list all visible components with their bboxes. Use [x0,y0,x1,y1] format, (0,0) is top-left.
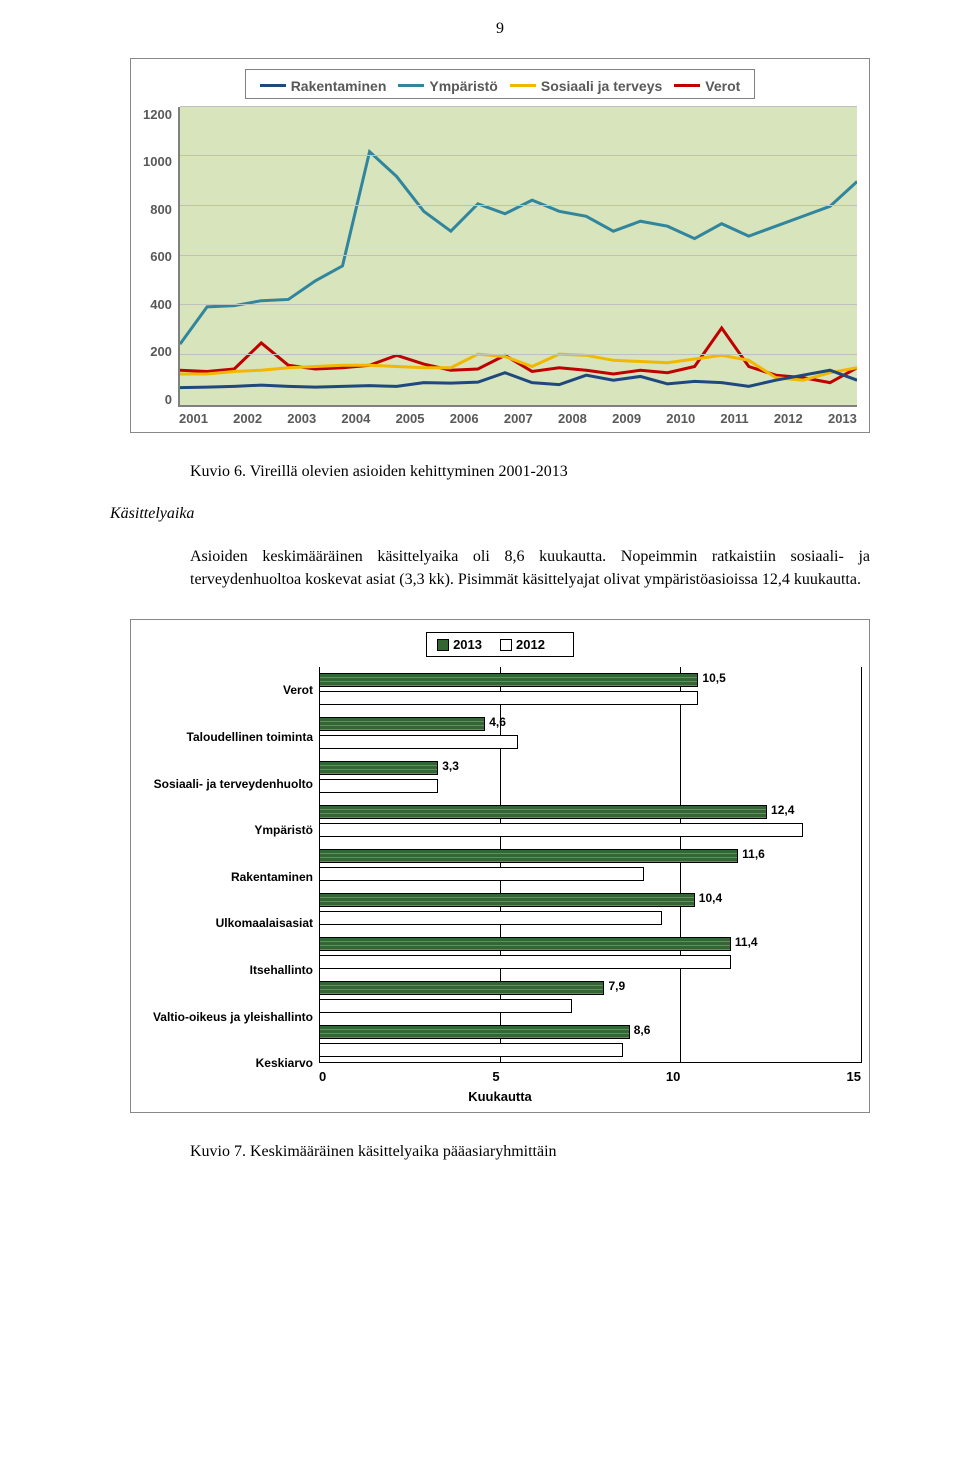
line-chart-legend: Rakentaminen Ympäristö Sosiaali ja terveys… [245,69,756,99]
caption-prefix: Kuvio 6. [190,463,246,480]
bar-value-label: 8,6 [634,1023,651,1037]
bar-chart-y-labels: Verot Taloudellinen toiminta Sosiaali- ja … [139,667,319,1087]
bar-category-label: Valtio-oikeus ja yleishallinto [153,1010,313,1024]
bar-chart: 20132012 Verot Taloudellinen toiminta Sosi… [130,619,870,1113]
bar-category-label: Taloudellinen toiminta [187,730,313,744]
section-heading: Käsittelyaika [110,505,870,523]
bar-category-label: Rakentaminen [231,870,313,884]
bar-category-label: Itsehallinto [250,963,313,977]
bar-value-label: 4,6 [489,715,506,729]
bar-value-label: 10,5 [702,671,725,685]
bar-chart-legend: 20132012 [426,632,574,657]
caption-text: Keskimääräinen käsittelyaika pääasiaryhm… [246,1143,557,1160]
line-chart: Rakentaminen Ympäristö Sosiaali ja terveys… [130,58,870,433]
line-chart-plot [178,107,857,407]
bar-category-label: Ympäristö [254,823,313,837]
legend-item: Ympäristö [398,78,497,94]
bar-chart-x-title: Kuukautta [139,1087,861,1110]
bar-chart-plot: 05101510,54,63,312,411,610,411,47,98,6 [319,667,861,1087]
page-number: 9 [130,20,870,38]
legend-item: Verot [674,78,740,94]
figure-7-caption: Kuvio 7. Keskimääräinen käsittelyaika pä… [190,1143,870,1161]
bar-value-label: 11,4 [735,935,758,949]
bar-value-label: 11,6 [742,847,765,861]
bar-value-label: 12,4 [771,803,794,817]
legend-item: Sosiaali ja terveys [510,78,662,94]
bar-category-label: Verot [283,683,313,697]
bar-category-label: Ulkomaalaisasiat [216,916,313,930]
bar-category-label: Keskiarvo [256,1056,313,1070]
bar-value-label: 3,3 [442,759,459,773]
figure-6-caption: Kuvio 6. Vireillä olevien asioiden kehit… [190,463,870,481]
bar-value-label: 7,9 [608,979,625,993]
bar-value-label: 10,4 [699,891,722,905]
bar-category-label: Sosiaali- ja terveydenhuolto [154,777,313,791]
caption-prefix: Kuvio 7. [190,1143,246,1160]
legend-item: Rakentaminen [260,78,387,94]
line-chart-y-axis: 120010008006004002000 [143,107,178,407]
body-paragraph: Asioiden keskimääräinen käsittelyaika ol… [190,545,870,591]
line-chart-x-axis: 2001200220032004200520062007200820092010… [143,407,857,426]
caption-text: Vireillä olevien asioiden kehittyminen 2… [246,463,568,480]
